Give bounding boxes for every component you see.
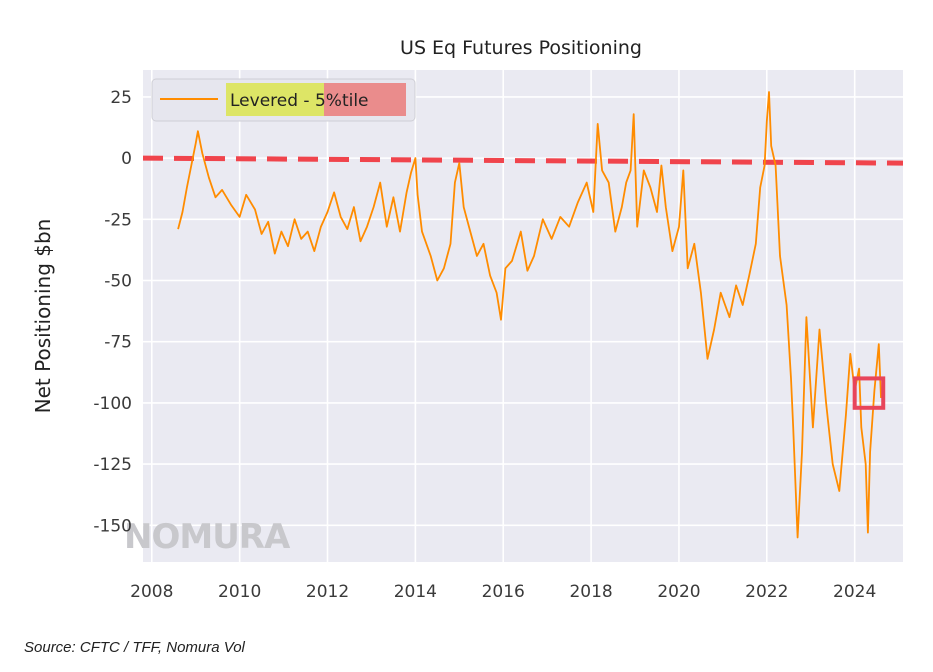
- highlight-box: [852, 376, 886, 410]
- y-tick-label: -50: [104, 272, 132, 292]
- legend-suffix: - 5%tile: [298, 91, 368, 111]
- x-tick-label: 2010: [218, 582, 261, 602]
- x-tick-label: 2008: [130, 582, 173, 602]
- chart-title: US Eq Futures Positioning: [400, 37, 642, 59]
- zero-reference-line: [142, 155, 904, 166]
- y-tick-label: -100: [93, 394, 132, 414]
- x-tick-label: 2012: [306, 582, 349, 602]
- y-tick-labels: 25 0 -25 -50 -75 -100 -125 -150: [93, 88, 132, 536]
- x-tick-label: 2020: [657, 582, 700, 602]
- legend-series-name: Levered: [230, 91, 298, 111]
- y-axis-label: Net Positioning $bn: [31, 219, 55, 414]
- x-tick-labels: 2008 2010 2012 2014 2016 2018 2020 2022 2024: [130, 582, 876, 602]
- legend-entry-label: Levered - 5%tile: [230, 91, 369, 111]
- nomura-watermark: NOMURA: [124, 517, 291, 557]
- highlight-group: [852, 376, 886, 410]
- series-line-levered: [177, 91, 882, 539]
- x-tick-label: 2024: [833, 582, 876, 602]
- y-tick-label: 0: [121, 149, 132, 169]
- y-tick-label: 25: [110, 88, 132, 108]
- x-tick-label: 2018: [569, 582, 612, 602]
- x-tick-label: 2022: [745, 582, 788, 602]
- source-note: Source: CFTC / TFF, Nomura Vol: [24, 639, 245, 656]
- y-tick-label: -25: [104, 210, 132, 230]
- y-tick-label: -75: [104, 333, 132, 353]
- legend-label-highlight: [226, 83, 324, 116]
- legend-suffix-highlight: [324, 83, 406, 116]
- x-tick-label: 2014: [394, 582, 437, 602]
- x-tick-label: 2016: [482, 582, 525, 602]
- plot-area: [143, 70, 903, 562]
- grid: [143, 70, 903, 562]
- legend[interactable]: Levered - 5%tile: [151, 78, 416, 122]
- reference-line-group: [142, 155, 904, 166]
- y-tick-label: -150: [93, 516, 132, 536]
- series-group: [177, 91, 882, 539]
- y-tick-label: -125: [93, 455, 132, 475]
